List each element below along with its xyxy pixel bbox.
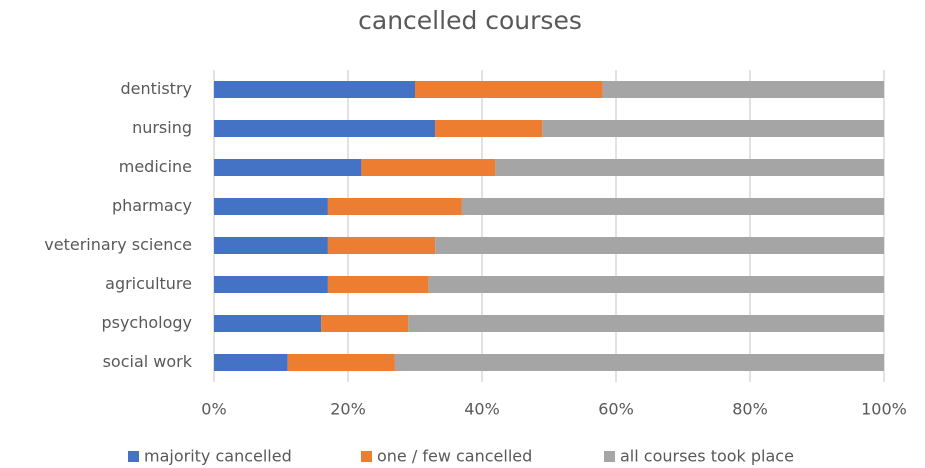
bar-segment: [461, 198, 884, 215]
bar-segment: [394, 354, 884, 371]
bar-segment: [214, 81, 415, 98]
legend-label: one / few cancelled: [377, 447, 532, 466]
bar-segment: [214, 276, 328, 293]
y-tick-label: social work: [103, 352, 193, 371]
bar-segment: [321, 315, 409, 332]
legend-label: all courses took place: [620, 447, 794, 466]
bar-segment: [602, 81, 884, 98]
bar-segment: [214, 198, 328, 215]
bar-segment: [327, 237, 436, 254]
y-tick-label: veterinary science: [44, 235, 192, 254]
bar-segment: [361, 159, 496, 176]
chart-title: cancelled courses: [358, 6, 582, 35]
bar-segment: [214, 120, 436, 137]
bar-segment: [495, 159, 884, 176]
legend-swatch: [361, 451, 372, 462]
bar-segment: [408, 315, 884, 332]
x-tick-label: 20%: [330, 400, 366, 419]
legend-label: majority cancelled: [144, 447, 292, 466]
x-tick-label: 100%: [861, 400, 907, 419]
legend-swatch: [128, 451, 139, 462]
bar-segment: [327, 198, 462, 215]
y-tick-label: medicine: [119, 157, 192, 176]
x-tick-label: 40%: [464, 400, 500, 419]
bar-segment: [435, 120, 543, 137]
bar-segment: [428, 276, 884, 293]
bar-segment: [415, 81, 603, 98]
x-tick-label: 80%: [732, 400, 768, 419]
bar-segment: [287, 354, 395, 371]
y-tick-label: pharmacy: [112, 196, 192, 215]
bar-segment: [214, 354, 288, 371]
legend-swatch: [604, 451, 615, 462]
bar-segment: [542, 120, 884, 137]
y-tick-label: psychology: [101, 313, 192, 332]
bar-segment: [214, 237, 328, 254]
bar-segment: [435, 237, 884, 254]
x-tick-label: 0%: [201, 400, 226, 419]
y-tick-label: agriculture: [105, 274, 192, 293]
bar-segment: [214, 315, 322, 332]
y-tick-label: dentistry: [120, 79, 192, 98]
x-tick-label: 60%: [598, 400, 634, 419]
bar-segment: [214, 159, 362, 176]
y-tick-label: nursing: [132, 118, 192, 137]
bar-segment: [327, 276, 429, 293]
